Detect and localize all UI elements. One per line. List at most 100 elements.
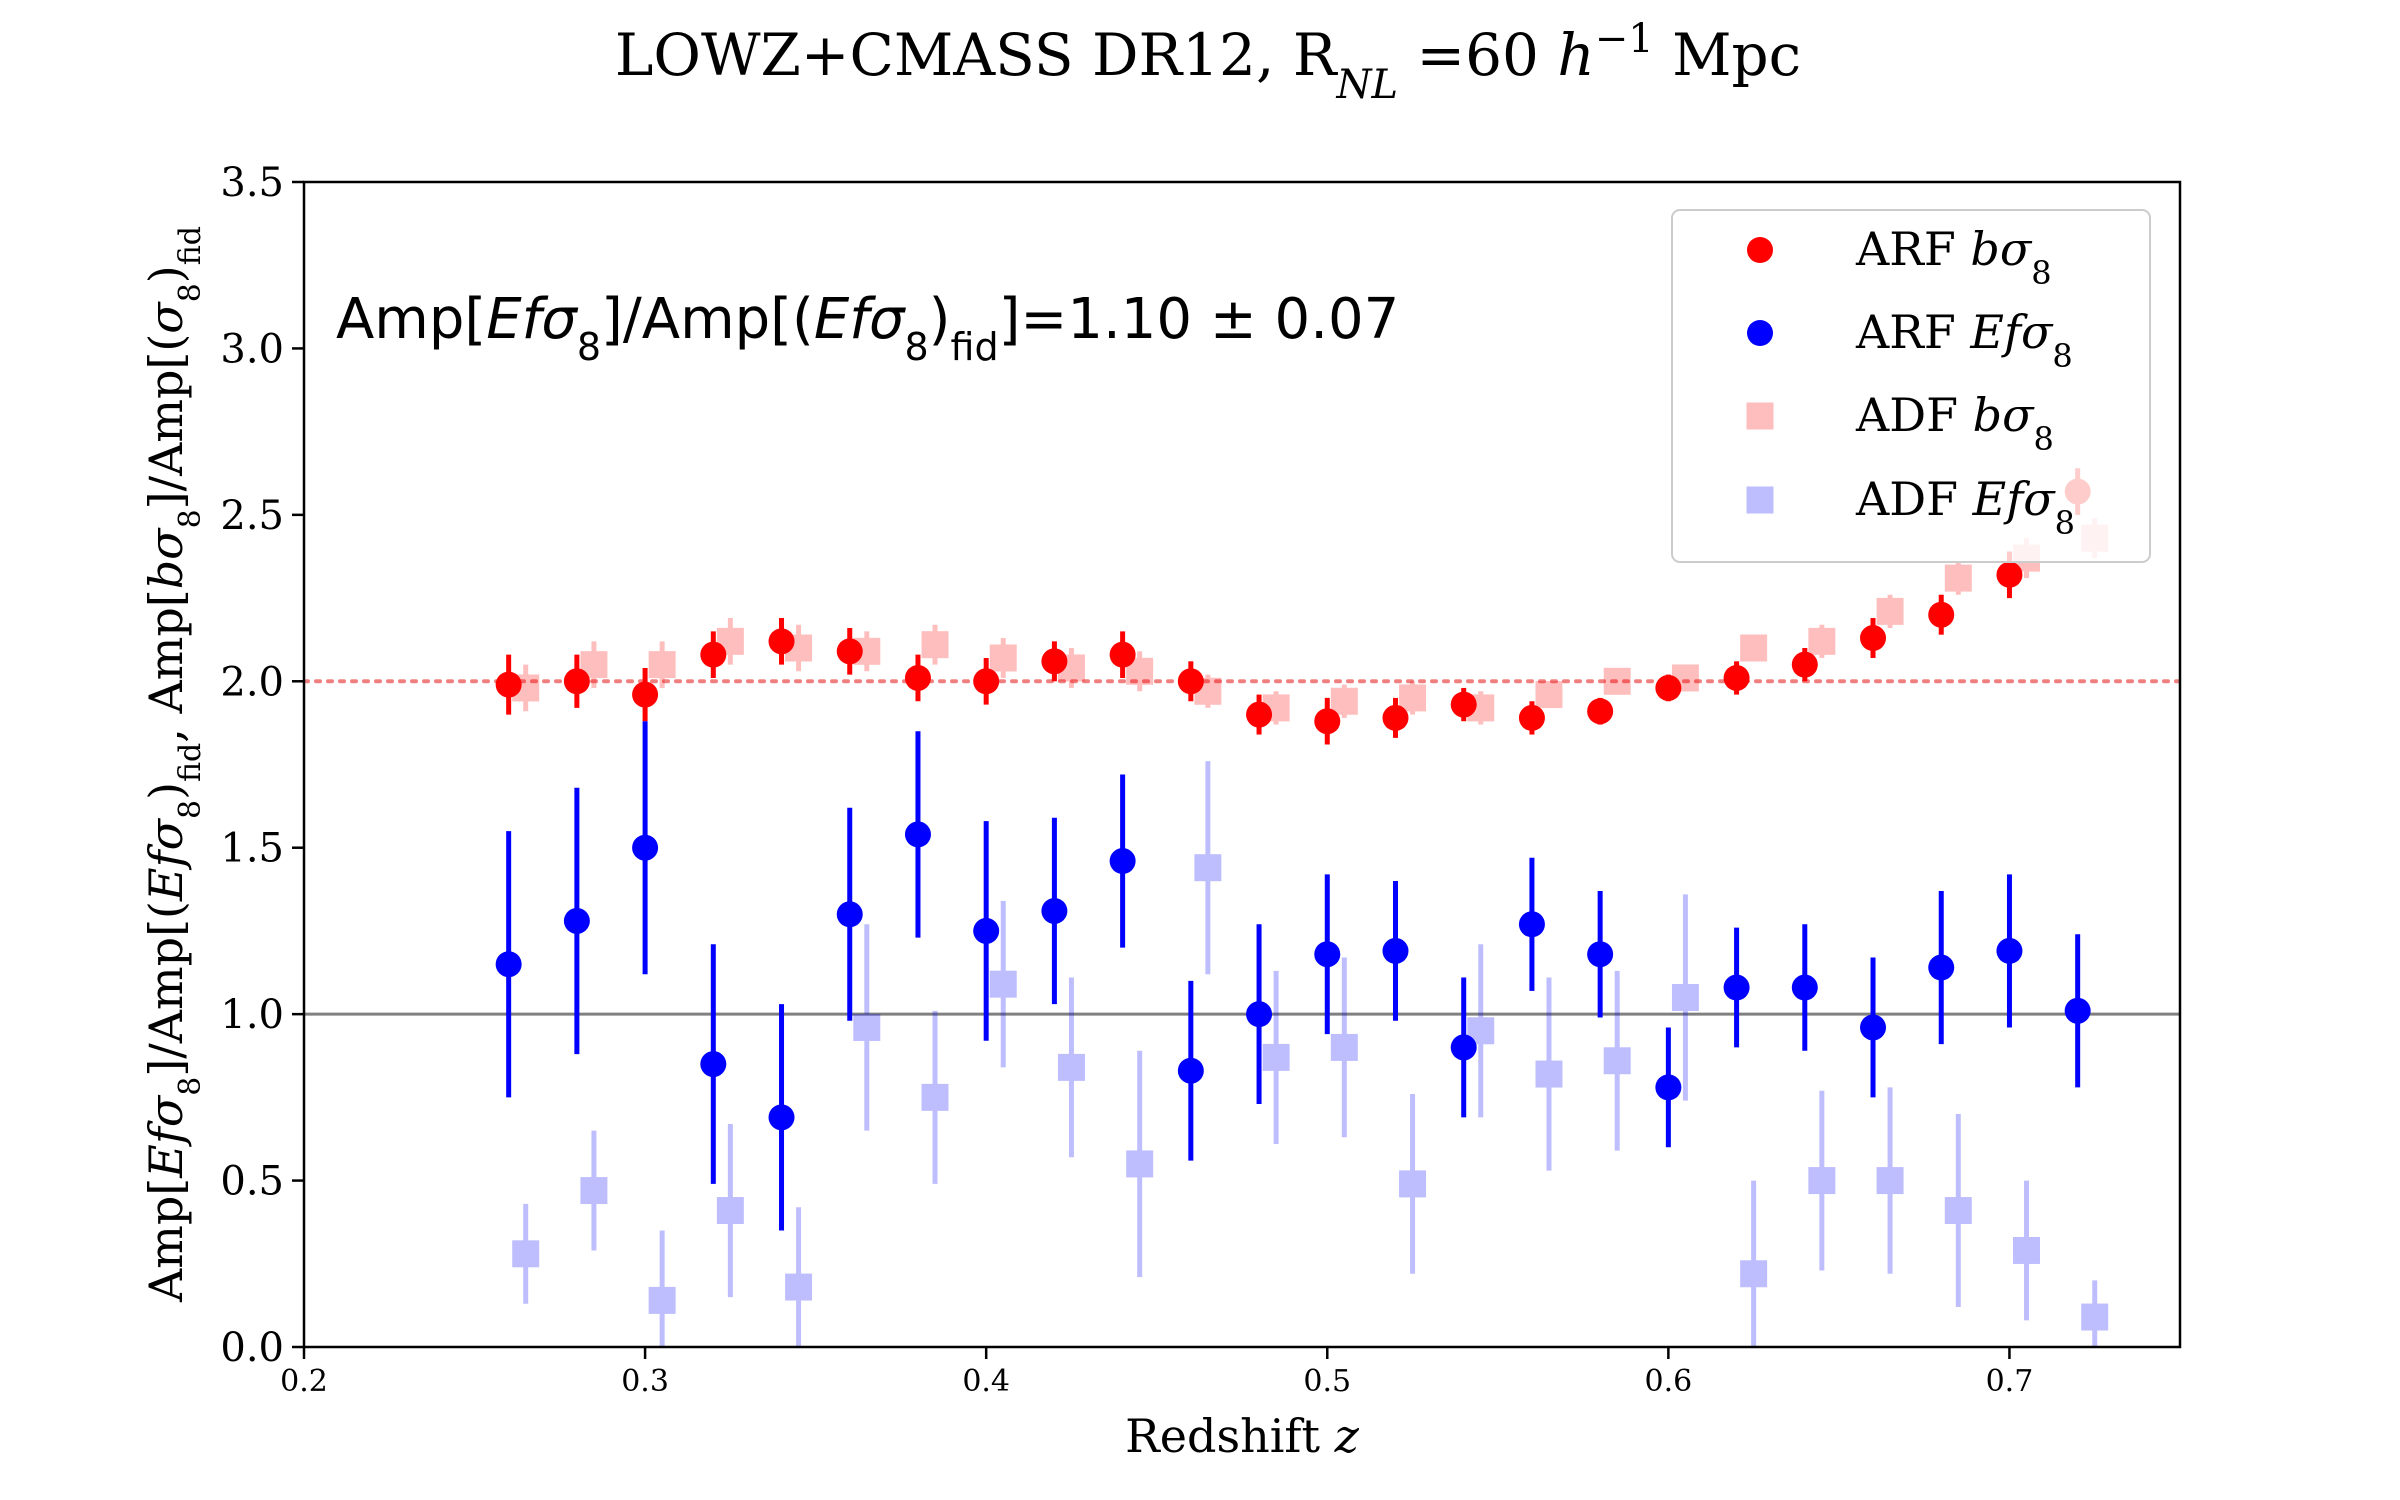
data-point bbox=[1996, 937, 2023, 964]
data-point bbox=[1126, 657, 1154, 685]
data-point bbox=[1740, 1260, 1768, 1288]
data-point bbox=[1041, 648, 1068, 675]
x-tick-label: 0.7 bbox=[1986, 1364, 2034, 1399]
data-point bbox=[1450, 1034, 1477, 1061]
data-point bbox=[700, 641, 727, 668]
data-point bbox=[1791, 974, 1818, 1001]
data-point bbox=[1177, 1057, 1204, 1084]
data-point bbox=[921, 631, 949, 659]
legend-entry-3: ADF Efσ8 bbox=[1746, 472, 2075, 542]
y-axis-ticks: 0.0 0.5 1.0 1.5 2.0 2.5 3.0 3.5 bbox=[220, 160, 304, 1371]
legend-entry-2: ADF bσ8 bbox=[1746, 388, 2054, 458]
reference-lines bbox=[304, 679, 2180, 1016]
legend-entry-1: ARF Efσ8 bbox=[1747, 305, 2073, 375]
data-point bbox=[1671, 984, 1699, 1011]
x-tick-label: 0.3 bbox=[621, 1364, 669, 1399]
data-point bbox=[853, 1013, 881, 1041]
data-point bbox=[973, 668, 1000, 695]
legend-marker bbox=[1747, 237, 1773, 263]
data-point bbox=[1467, 1017, 1495, 1045]
data-point bbox=[1876, 597, 1904, 625]
data-point bbox=[1109, 848, 1136, 875]
y-tick-label: 0.0 bbox=[220, 1325, 284, 1371]
data-point bbox=[495, 671, 522, 698]
data-point bbox=[1603, 1047, 1631, 1075]
data-point bbox=[1655, 674, 1682, 701]
data-point bbox=[1587, 941, 1614, 968]
plot-frame bbox=[302, 180, 2182, 1349]
y-tick-label: 2.5 bbox=[220, 493, 284, 539]
data-point bbox=[563, 668, 590, 695]
x-tick-label: 0.6 bbox=[1645, 1364, 1693, 1399]
x-axis-label: Redshift z bbox=[1125, 1409, 1359, 1463]
data-point bbox=[836, 638, 863, 665]
data-point bbox=[989, 644, 1017, 672]
data-point bbox=[648, 1286, 676, 1314]
y-axis-label: Amp[Efσ8]/Amp[(Efσ8)fid, Amp[bσ8]/Amp[(σ… bbox=[139, 226, 208, 1303]
data-point bbox=[1944, 564, 1972, 592]
data-point bbox=[1246, 701, 1273, 728]
data-point bbox=[1382, 937, 1409, 964]
data-point bbox=[632, 834, 659, 861]
data-point bbox=[1399, 1170, 1427, 1198]
data-point bbox=[836, 901, 863, 928]
data-point bbox=[1808, 1167, 1836, 1195]
data-point bbox=[768, 1104, 795, 1131]
legend-marker bbox=[1747, 320, 1773, 346]
data-point bbox=[1587, 698, 1614, 725]
data-point bbox=[716, 1197, 744, 1225]
data-point bbox=[2081, 1303, 2109, 1331]
data-point bbox=[1399, 684, 1427, 712]
data-point bbox=[1518, 704, 1545, 731]
data-point bbox=[1791, 651, 1818, 678]
chart-title: LOWZ+CMASS DR12, RNL =60 h−1 Mpc bbox=[615, 16, 1801, 108]
data-point bbox=[1876, 1167, 1904, 1195]
data-point bbox=[1928, 954, 1955, 981]
data-point bbox=[1723, 664, 1750, 691]
data-point bbox=[768, 628, 795, 655]
data-point bbox=[1655, 1074, 1682, 1101]
data-point bbox=[1262, 1043, 1290, 1071]
data-point bbox=[1330, 687, 1358, 715]
data-point bbox=[1126, 1150, 1154, 1178]
y-tick-label: 1.0 bbox=[220, 992, 284, 1038]
data-point bbox=[1740, 634, 1768, 662]
legend-label: ARF bσ8 bbox=[1855, 222, 2052, 292]
data-point bbox=[512, 1240, 540, 1268]
data-point bbox=[1808, 627, 1836, 655]
y-tick-label: 1.5 bbox=[220, 826, 284, 872]
data-point bbox=[700, 1051, 727, 1078]
data-point bbox=[1603, 667, 1631, 695]
data-point bbox=[2064, 997, 2091, 1024]
legend-entry-0: ARF bσ8 bbox=[1747, 222, 2052, 292]
data-point bbox=[1860, 625, 1887, 652]
data-point bbox=[580, 651, 608, 679]
y-tick-label: 3.5 bbox=[220, 160, 284, 206]
data-point bbox=[1382, 704, 1409, 731]
legend-label: ARF Efσ8 bbox=[1855, 305, 2073, 375]
y-tick-label: 2.0 bbox=[220, 659, 284, 705]
x-tick-label: 0.5 bbox=[1303, 1364, 1351, 1399]
legend-marker bbox=[1746, 486, 1774, 514]
amplitude-annotation: Amp[Efσ8]/Amp[(Efσ8)fid]=1.10 ± 0.07 bbox=[336, 287, 1399, 369]
data-point bbox=[1330, 1033, 1358, 1061]
data-point bbox=[973, 917, 1000, 944]
data-point bbox=[1109, 641, 1136, 668]
data-point bbox=[495, 951, 522, 978]
legend-marker bbox=[1746, 402, 1774, 430]
x-axis-ticks: 0.2 0.3 0.4 0.5 0.6 0.7 bbox=[280, 1347, 2033, 1399]
data-point bbox=[904, 664, 931, 691]
data-point bbox=[632, 681, 659, 708]
data-point bbox=[1041, 897, 1068, 924]
legend-label: ADF bσ8 bbox=[1855, 388, 2054, 458]
data-point bbox=[1928, 601, 1955, 628]
data-point bbox=[1194, 854, 1222, 882]
series-1 bbox=[495, 721, 2091, 1231]
data-point bbox=[1860, 1014, 1887, 1041]
data-point bbox=[1996, 561, 2023, 588]
data-point bbox=[1177, 668, 1204, 695]
data-point bbox=[1518, 911, 1545, 938]
data-point bbox=[1723, 974, 1750, 1001]
y-tick-label: 3.0 bbox=[220, 326, 284, 372]
